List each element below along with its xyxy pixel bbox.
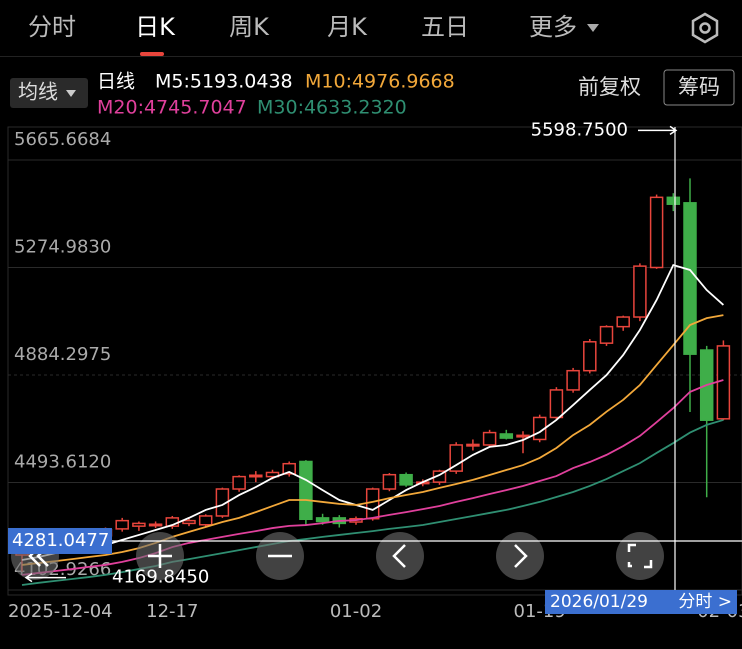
candle-body — [215, 488, 230, 517]
candle-body — [466, 443, 480, 447]
divider — [0, 56, 742, 57]
ma-button-arrow — [66, 90, 76, 97]
prev-button[interactable] — [376, 532, 424, 580]
candle-body — [399, 473, 413, 486]
x-tick-label: 01-02 — [330, 601, 382, 622]
fullscreen-icon — [627, 543, 653, 569]
tab-underline — [140, 52, 164, 56]
settings-icon[interactable] — [691, 12, 719, 44]
crosshair-value: 4281.0477 — [12, 530, 109, 551]
candle-body — [115, 519, 129, 530]
y-tick-label: 5274.9830 — [14, 236, 111, 257]
candle-body — [232, 475, 246, 490]
tab[interactable]: 周K — [229, 13, 270, 41]
candle-body — [482, 431, 497, 446]
candle-body — [716, 345, 731, 420]
zoom-controls — [11, 532, 664, 580]
zoom-in-icon — [148, 544, 172, 568]
candle-body — [315, 517, 330, 523]
legend-entry: M10:4976.9668 — [305, 71, 455, 93]
candle-body — [633, 265, 647, 318]
ma-button[interactable] — [10, 78, 88, 108]
candle-body — [516, 434, 530, 438]
crosshair-date: 2026/01/29 — [550, 592, 648, 612]
legend-entry: M20:4745.7047 — [97, 97, 247, 119]
crosshair-value-box — [8, 527, 112, 554]
candle-body — [148, 523, 163, 527]
settings-icon-center — [699, 22, 711, 34]
candle-body — [182, 519, 196, 525]
plot: 5665.66845274.98304884.29754493.61204102… — [8, 129, 742, 622]
candle-body — [249, 474, 263, 478]
y-tick-label: 4884.2975 — [14, 344, 111, 365]
chips-button[interactable] — [663, 69, 735, 106]
crosshair-date-box — [545, 590, 737, 614]
candle-body — [449, 444, 463, 472]
candle-body — [365, 488, 380, 520]
candle-body — [198, 515, 213, 526]
y-tick-label: 4493.6120 — [14, 452, 111, 473]
legend-entry: M30:4633.2320 — [257, 97, 407, 119]
adjust-button[interactable]: 前复权 — [578, 75, 641, 99]
legend-entry: M5:5193.0438 — [155, 71, 293, 93]
tab[interactable]: 分时 — [28, 13, 76, 41]
more-arrow — [587, 24, 599, 32]
candle-body — [599, 325, 614, 344]
tab-bar: 分时 日K 周K 月K 五日 更多 — [28, 13, 577, 56]
x-tick-label: 2025-12-04 — [8, 601, 113, 622]
x-tick-label: 12-17 — [146, 601, 198, 622]
candle-body — [382, 473, 397, 490]
crosshair-button[interactable]: 分时 > — [678, 592, 732, 612]
tab[interactable]: 日K — [135, 13, 176, 41]
low-marker-label: 4169.8450 — [112, 567, 209, 588]
ma-button-label: 均线 — [18, 80, 58, 104]
ma-line — [21, 419, 724, 586]
candle-body — [649, 196, 664, 269]
candle-body — [666, 196, 681, 205]
high-marker-arrow — [638, 125, 678, 136]
ma-line — [21, 263, 724, 561]
next-icon — [514, 544, 528, 568]
tab[interactable]: 月K — [327, 13, 368, 41]
high-marker-label: 5598.7500 — [531, 119, 628, 140]
period-label: 日线 — [97, 71, 135, 93]
candle-body — [499, 433, 514, 439]
candle-body — [132, 522, 146, 527]
prev-icon — [392, 544, 406, 568]
tab[interactable]: 五日 — [421, 13, 469, 41]
candle-body — [683, 202, 697, 355]
candle-body — [549, 389, 564, 419]
candle-body — [265, 471, 280, 478]
fullscreen-button[interactable] — [616, 532, 664, 580]
y-tick-label: 5665.6684 — [14, 129, 111, 150]
candle-body — [282, 462, 296, 475]
chips-button-label: 筹码 — [678, 75, 720, 99]
plot-frame — [7, 126, 742, 596]
tab[interactable]: 更多 — [529, 13, 577, 41]
low-marker-arrow — [24, 572, 66, 583]
next-button[interactable] — [496, 532, 544, 580]
candle-body — [616, 316, 630, 328]
candle-body — [566, 369, 580, 391]
candle-body — [583, 341, 597, 372]
candle-body — [299, 460, 313, 521]
